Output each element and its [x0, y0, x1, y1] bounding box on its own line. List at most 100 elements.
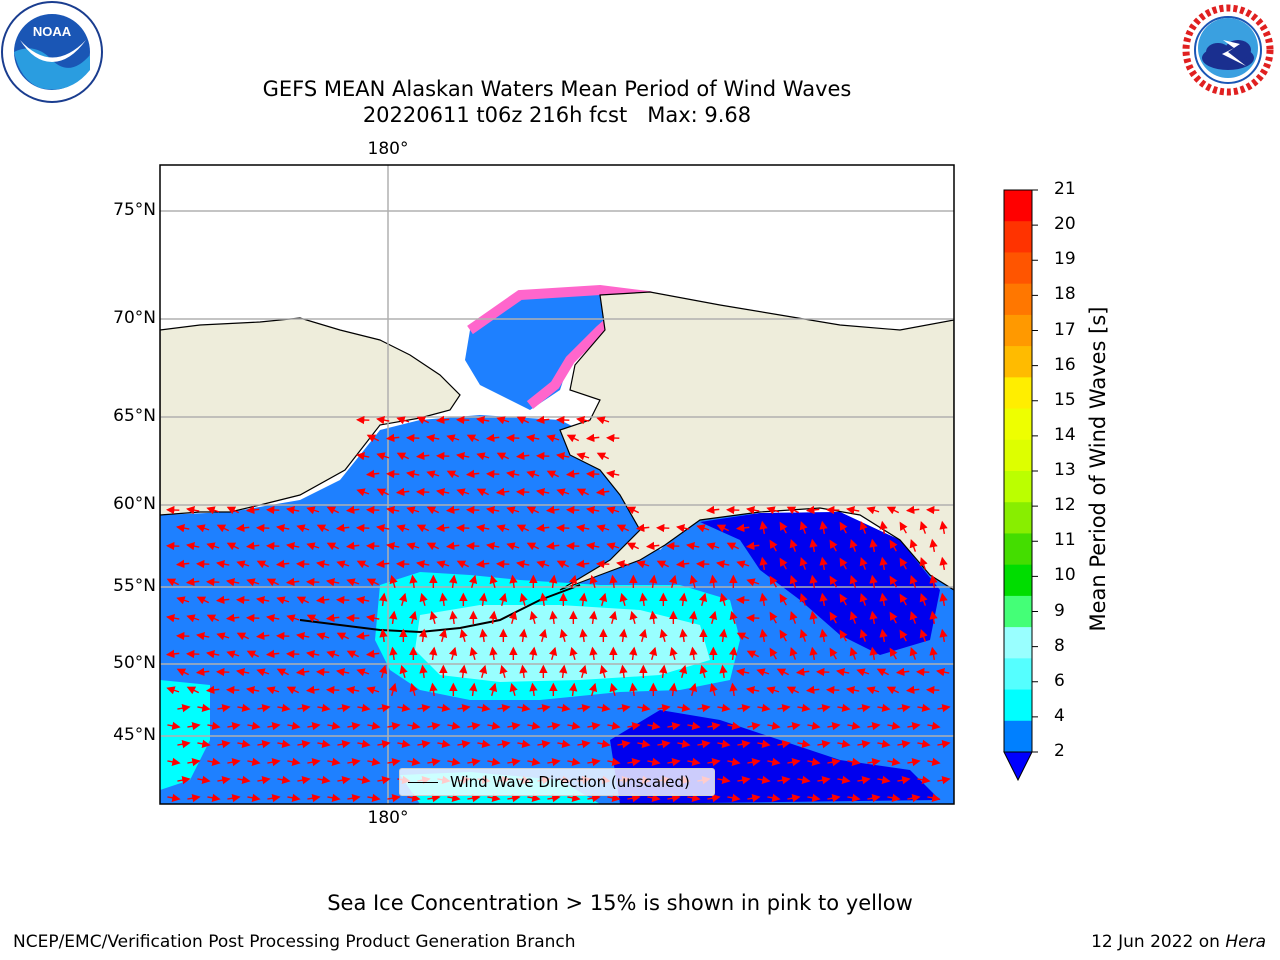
- wave-direction-arrow: [637, 703, 651, 712]
- wave-direction-arrow: [237, 775, 251, 784]
- wave-direction-arrow: [726, 542, 740, 551]
- wave-direction-arrow: [837, 775, 851, 784]
- wave-direction-arrow: [779, 521, 788, 534]
- wave-direction-arrow: [867, 794, 881, 803]
- lat-tick-label: 70°N: [113, 308, 156, 328]
- wave-direction-arrow: [426, 470, 440, 479]
- wave-direction-arrow: [315, 595, 330, 605]
- wave-direction-arrow: [386, 506, 400, 515]
- wave-direction-arrow: [789, 575, 798, 588]
- wave-direction-arrow: [565, 469, 580, 479]
- wave-direction-arrow: [909, 611, 918, 624]
- wave-direction-arrow: [186, 686, 200, 695]
- wave-direction-arrow: [576, 452, 590, 461]
- wave-direction-arrow: [517, 703, 531, 712]
- wave-direction-arrow: [787, 758, 801, 767]
- wave-direction-arrow: [419, 664, 428, 679]
- map-area: [160, 165, 954, 804]
- wave-direction-arrow: [326, 542, 340, 551]
- wave-direction-arrow: [267, 794, 281, 803]
- legend-label: Wind Wave Direction (unscaled): [450, 773, 690, 791]
- wave-direction-arrow: [187, 758, 201, 767]
- wave-direction-arrow: [526, 434, 540, 443]
- wave-direction-arrow: [296, 632, 310, 641]
- wave-direction-arrow: [296, 524, 310, 533]
- wave-direction-arrow: [197, 775, 211, 784]
- wave-direction-arrow: [376, 524, 390, 533]
- wave-direction-arrow: [619, 592, 628, 606]
- wave-direction-arrow: [809, 646, 818, 661]
- wave-direction-arrow: [776, 668, 790, 677]
- wave-direction-arrow: [307, 758, 321, 767]
- wave-direction-arrow: [367, 721, 381, 730]
- wave-direction-arrow: [905, 505, 920, 515]
- wave-direction-arrow: [196, 524, 210, 533]
- wave-direction-arrow: [895, 667, 910, 677]
- wave-direction-arrow: [516, 524, 530, 533]
- footer-date-text: 12 Jun 2022 on: [1091, 932, 1226, 952]
- wave-direction-arrow: [539, 592, 548, 607]
- wave-direction-arrow: [539, 628, 548, 642]
- wave-direction-arrow: [216, 560, 230, 569]
- chart-title: GEFS MEAN Alaskan Waters Mean Period of …: [207, 76, 907, 128]
- wave-direction-arrow: [887, 757, 901, 766]
- wave-direction-arrow: [839, 521, 848, 534]
- wave-direction-arrow: [217, 776, 231, 785]
- wave-direction-arrow: [297, 704, 311, 713]
- wave-direction-arrow: [387, 722, 401, 731]
- wave-direction-arrow: [567, 793, 581, 802]
- wave-direction-arrow: [476, 524, 490, 533]
- wave-direction-arrow: [779, 629, 788, 642]
- wave-direction-arrow: [356, 452, 370, 461]
- wave-direction-arrow: [479, 664, 488, 678]
- wave-direction-arrow: [187, 794, 201, 803]
- wave-direction-arrow: [849, 539, 858, 552]
- wave-direction-arrow: [439, 592, 448, 607]
- wave-direction-arrow: [879, 592, 888, 607]
- wave-direction-arrow: [396, 524, 410, 533]
- wave-direction-arrow: [907, 794, 921, 803]
- wave-direction-arrow: [489, 646, 498, 661]
- wave-direction-arrow: [406, 470, 420, 479]
- wave-direction-arrow: [467, 758, 481, 767]
- wave-direction-arrow: [245, 505, 260, 515]
- wave-direction-arrow: [787, 722, 801, 731]
- wave-direction-arrow: [367, 757, 381, 766]
- lon-tick-bottom: 180°: [367, 808, 409, 828]
- wave-direction-arrow: [506, 470, 520, 479]
- wave-direction-arrow: [919, 521, 928, 534]
- wave-direction-arrow: [286, 542, 300, 551]
- wave-direction-arrow: [276, 524, 290, 533]
- wave-direction-arrow: [807, 757, 821, 766]
- wave-direction-arrow: [747, 794, 761, 803]
- wave-direction-arrow: [639, 628, 648, 642]
- wave-direction-arrow: [817, 740, 831, 749]
- wave-direction-arrow: [606, 470, 620, 479]
- wave-direction-arrow: [939, 628, 948, 643]
- wave-direction-arrow: [227, 722, 241, 731]
- wave-direction-arrow: [707, 722, 721, 731]
- wave-direction-arrow: [607, 757, 621, 766]
- colorbar-segment: [1004, 533, 1032, 566]
- wave-direction-arrow: [216, 632, 230, 641]
- wave-direction-arrow: [345, 505, 360, 515]
- wave-direction-arrow: [846, 506, 860, 515]
- wave-direction-arrow: [759, 520, 768, 535]
- wave-direction-arrow: [579, 628, 588, 643]
- wave-direction-arrow: [645, 541, 660, 551]
- wave-direction-arrow: [689, 574, 698, 588]
- wave-direction-arrow: [617, 740, 631, 749]
- wave-direction-arrow: [489, 574, 498, 588]
- wave-direction-arrow: [167, 793, 181, 802]
- wave-direction-arrow: [567, 721, 581, 730]
- wave-direction-arrow: [887, 793, 901, 802]
- wave-direction-arrow: [176, 524, 190, 533]
- wave-direction-arrow: [849, 611, 858, 624]
- wave-direction-arrow: [206, 506, 220, 515]
- wave-direction-arrow: [346, 650, 360, 659]
- wave-direction-arrow: [409, 610, 418, 624]
- wave-direction-arrow: [449, 610, 458, 625]
- wave-direction-arrow: [909, 539, 918, 552]
- wave-direction-arrow: [529, 682, 538, 697]
- wave-direction-arrow: [449, 646, 458, 660]
